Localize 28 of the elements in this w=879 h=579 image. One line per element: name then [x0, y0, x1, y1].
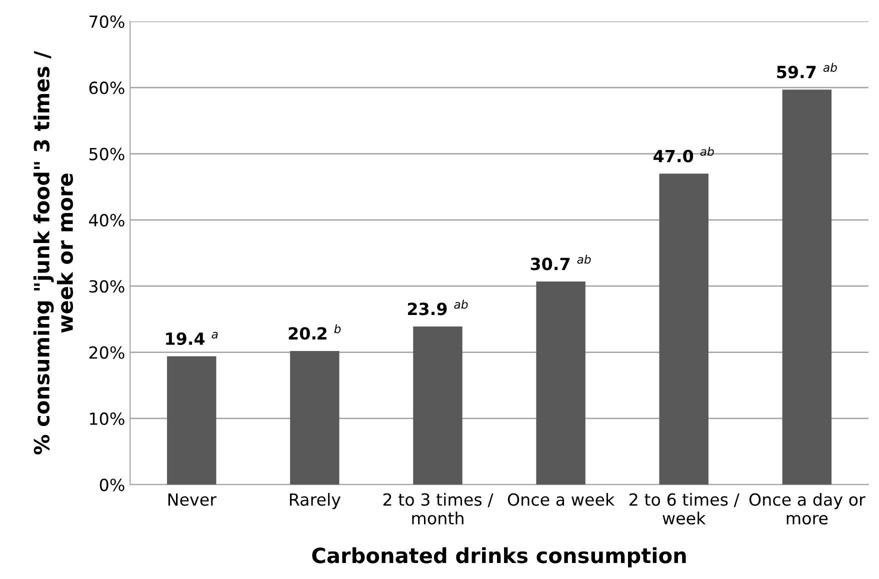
x-tick-label: 2 to 3 times / month: [383, 492, 494, 525]
y-tick-label: 30%: [89, 280, 124, 293]
bar: [290, 350, 340, 485]
y-tick-label: 20%: [89, 346, 124, 359]
bar: [659, 174, 708, 485]
bar: [782, 90, 832, 485]
y-tick-label: 70%: [90, 15, 124, 28]
x-tick-label: Rarely: [290, 492, 341, 510]
data-label: 19.4 $^{a}$: [166, 332, 218, 345]
bar: [167, 356, 216, 485]
data-label: 47.0 $^{ab}$: [654, 146, 714, 162]
y-tick-label: 50%: [89, 148, 124, 160]
x-tick-label: 2 to 6 times / week: [630, 492, 740, 525]
bar: [413, 326, 462, 485]
y-tick-label: 60%: [89, 82, 124, 94]
y-tick-label: 10%: [90, 412, 124, 426]
data-label: 20.2 $^{b}$: [288, 324, 341, 340]
x-axis-title: Carbonated drinks consumption: [312, 547, 686, 568]
data-label: 59.7 $^{ab}$: [777, 62, 837, 78]
data-label: 30.7 $^{ab}$: [530, 254, 591, 270]
x-tick-label: Never: [168, 493, 216, 506]
bar: [536, 281, 586, 485]
y-axis-title: % consuming "junk food" 3 times / week or more: [33, 50, 74, 454]
data-label: 23.9 $^{ab}$: [408, 300, 468, 316]
y-tick-label: 0%: [100, 478, 124, 492]
x-tick-label: Once a day or more: [749, 492, 866, 525]
x-tick-label: Once a week: [508, 492, 615, 506]
y-tick-label: 40%: [89, 214, 124, 227]
